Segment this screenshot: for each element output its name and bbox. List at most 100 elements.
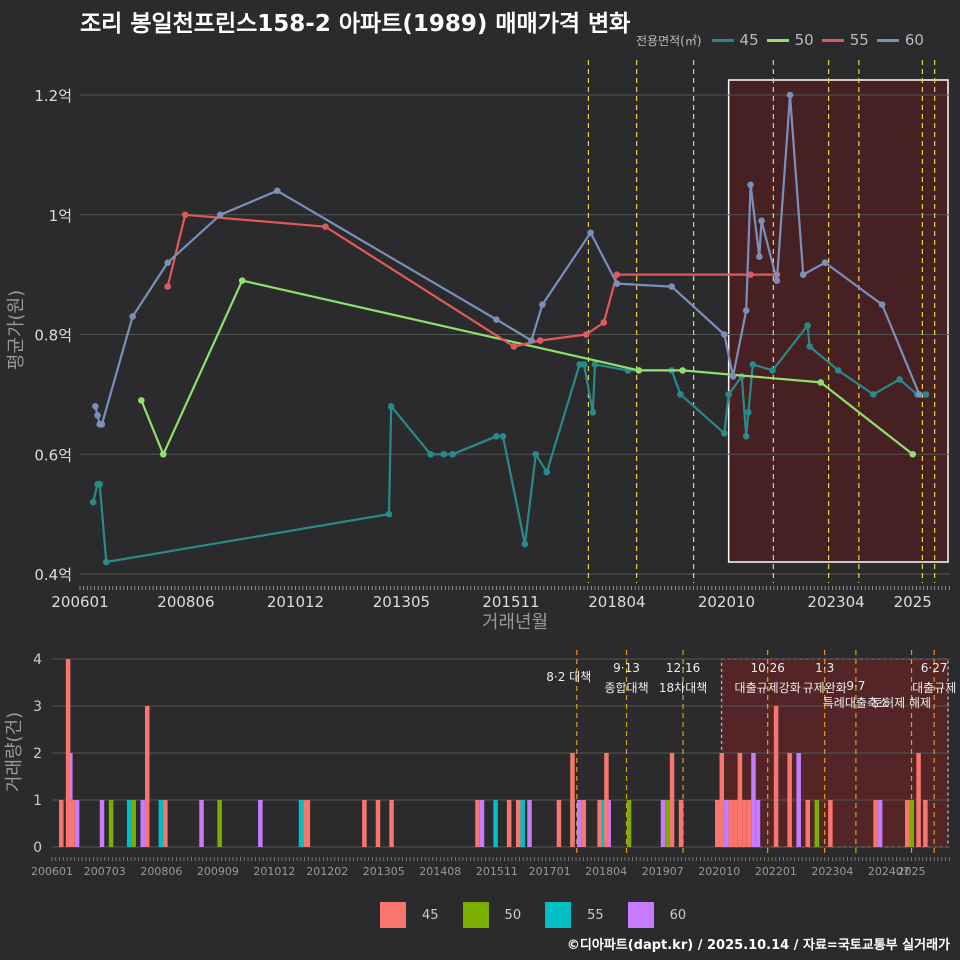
volume-bar-45	[905, 800, 910, 847]
data-point-45	[591, 361, 599, 368]
volume-bar-45	[715, 800, 720, 847]
data-point-45	[806, 343, 814, 350]
volume-bar-45	[581, 800, 587, 847]
data-point-45	[440, 450, 448, 458]
bar-x-tick-label: 200806	[140, 865, 182, 878]
x-tick-label: 200806	[157, 593, 214, 611]
volume-bar-60	[140, 800, 145, 847]
policy-annotation: 18차대책	[659, 680, 707, 695]
data-point-50	[679, 367, 686, 374]
volume-bar-45	[923, 800, 928, 847]
data-point-60	[720, 331, 728, 338]
data-point-45	[834, 367, 842, 374]
data-point-55	[613, 271, 621, 278]
policy-annotation: 8·2 대책	[546, 669, 591, 684]
volume-bar-45	[305, 800, 311, 847]
volume-bar-45	[678, 800, 684, 847]
policy-annotation: 6·27	[921, 661, 948, 675]
line-legend-item-55: 55	[821, 31, 869, 49]
bar-x-tick-label: 201907	[642, 865, 684, 878]
data-point-45	[387, 403, 395, 410]
data-point-60	[821, 259, 829, 266]
volume-bar-45	[604, 753, 609, 847]
x-tick-label: 200601	[51, 593, 108, 611]
series-line-60	[94, 93, 921, 426]
volume-bar-60	[479, 800, 485, 847]
volume-bar-45	[719, 753, 725, 847]
bar-x-tick-label: 201012	[253, 865, 295, 878]
data-point-45	[922, 391, 930, 398]
bar-x-tick-label: 202407	[868, 865, 910, 878]
data-point-45	[576, 361, 583, 368]
volume-bar-55	[601, 800, 607, 847]
volume-bar-45	[787, 753, 792, 847]
volume-bar-45	[737, 753, 743, 847]
volume-bar-45	[873, 800, 878, 847]
volume-bar-45	[59, 800, 64, 847]
data-point-45	[725, 391, 732, 398]
volume-bar-45	[475, 800, 480, 847]
data-point-60	[613, 280, 621, 287]
volume-bar-45	[746, 800, 752, 847]
data-point-60	[92, 403, 99, 410]
policy-annotation: 특례대출축소	[823, 696, 889, 710]
data-point-45	[521, 540, 529, 548]
volume-bar-45	[70, 800, 75, 847]
data-point-50	[817, 379, 825, 386]
series-line-55	[166, 213, 777, 348]
volume-bar-60	[751, 753, 756, 847]
data-point-60	[773, 277, 781, 284]
data-point-60	[539, 301, 546, 308]
volume-bar-60	[606, 800, 611, 847]
data-point-45	[738, 373, 746, 380]
volume-bar-55	[520, 800, 525, 847]
policy-annotation: 10·26	[751, 661, 785, 675]
volume-bar-60	[515, 800, 521, 847]
data-point-45	[589, 409, 597, 416]
data-point-60	[587, 229, 594, 237]
volume-bar-45	[805, 800, 810, 847]
volume-bar-50	[217, 800, 222, 847]
data-point-45	[742, 432, 750, 440]
bar-legend-item-60: 60	[627, 902, 686, 928]
data-point-60	[98, 421, 106, 428]
policy-annotation: 대출규제	[912, 681, 956, 695]
volume-bar-60	[660, 800, 666, 847]
policy-annotation: 토허제 해제	[872, 696, 931, 710]
x-axis-title: 거래년월	[482, 612, 548, 633]
volume-bar-60	[577, 800, 582, 847]
bar-legend-item-50: 50	[462, 902, 521, 928]
volume-bar-60	[74, 800, 80, 847]
data-point-45	[532, 450, 540, 458]
volume-bar-45	[717, 800, 722, 847]
data-point-55	[582, 331, 590, 338]
data-point-50	[909, 450, 917, 458]
data-point-60	[493, 316, 500, 323]
bar-y-tick-label: 3	[33, 699, 42, 715]
y-tick-label: 0.8억	[34, 327, 72, 345]
bar-x-tick-label: 201408	[419, 865, 461, 878]
volume-bar-45	[916, 753, 921, 847]
volume-bar-45	[362, 800, 367, 847]
volume-bar-45	[389, 800, 394, 847]
volume-bar-60	[796, 753, 801, 847]
data-point-45	[804, 322, 811, 329]
data-point-60	[273, 187, 281, 195]
volume-bar-45	[669, 753, 675, 847]
x-tick-label: 201804	[588, 593, 645, 611]
data-point-60	[742, 307, 750, 314]
chart-title: 조리 봉일천프린스158-2 아파트(1989) 매매가격 변화	[80, 11, 631, 37]
volume-bar-45	[303, 800, 308, 847]
data-point-50	[238, 277, 246, 284]
data-point-60	[129, 313, 136, 320]
bar-x-tick-label: 2025	[898, 865, 926, 878]
data-point-45	[96, 480, 104, 488]
highlight-frame	[727, 79, 949, 563]
data-point-60	[528, 337, 535, 344]
volume-bar-55	[126, 800, 132, 847]
data-point-55	[510, 343, 518, 350]
bar-legend: 45 50 55 60	[380, 902, 710, 928]
y-tick-label: 1.2억	[34, 87, 72, 105]
policy-annotation: 9·13	[613, 661, 640, 675]
